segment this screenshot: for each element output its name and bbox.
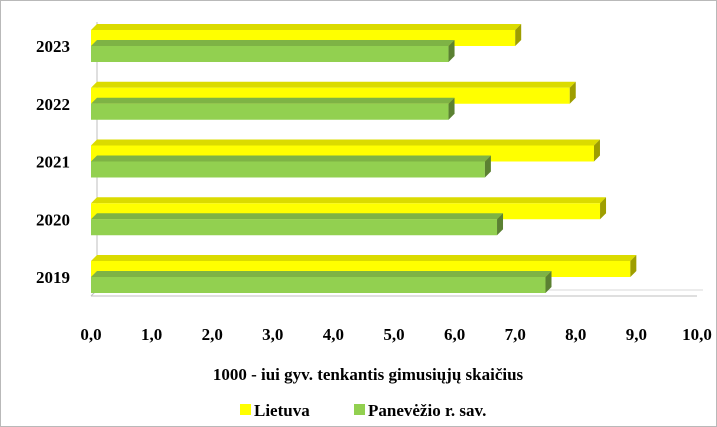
bar-panevezio-2022 [91, 98, 455, 120]
legend-label: Lietuva [254, 401, 310, 420]
x-tick-label: 4,0 [323, 325, 344, 344]
legend-swatch [354, 404, 365, 415]
bars-group [91, 24, 636, 293]
category-label-2021: 2021 [36, 153, 70, 172]
x-tick-label: 8,0 [565, 325, 586, 344]
bar-front-face [91, 219, 497, 235]
x-tick-label: 10,0 [682, 325, 712, 344]
bar-panevezio-2020 [91, 213, 503, 235]
bar-front-face [91, 104, 449, 120]
bar-top-face [91, 98, 455, 104]
x-tick-label: 3,0 [262, 325, 283, 344]
legend-label: Panevėžio r. sav. [368, 401, 486, 420]
bar-top-face [91, 82, 576, 88]
bar-front-face [91, 162, 485, 178]
x-tick-label: 6,0 [444, 325, 465, 344]
legend-item-panevezio: Panevėžio r. sav. [354, 401, 486, 420]
category-labels: 2019 2020 2021 2022 2023 [36, 37, 70, 287]
bar-panevezio-2023 [91, 40, 455, 62]
x-tick-label: 7,0 [505, 325, 526, 344]
category-label-2019: 2019 [36, 268, 70, 287]
bar-top-face [91, 40, 455, 46]
bar-top-face [91, 255, 636, 261]
bar-top-face [91, 140, 600, 146]
x-tick-label: 2,0 [202, 325, 223, 344]
x-tick-labels: 0,0 1,0 2,0 3,0 4,0 5,0 6,0 7,0 8,0 9,0 10,0 [80, 325, 712, 344]
x-axis-title: 1000 - iui gyv. tenkantis gimusiųjų skai… [213, 365, 524, 384]
bar-front-face [91, 46, 449, 62]
legend-item-lietuva: Lietuva [240, 401, 310, 420]
bar-top-face [91, 156, 491, 162]
category-label-2023: 2023 [36, 37, 70, 56]
x-tick-label: 1,0 [141, 325, 162, 344]
legend: Lietuva Panevėžio r. sav. [240, 401, 486, 420]
category-label-2020: 2020 [36, 210, 70, 229]
category-label-2022: 2022 [36, 95, 70, 114]
x-tick-label: 5,0 [383, 325, 404, 344]
bar-top-face [91, 197, 606, 203]
bar-panevezio-2019 [91, 271, 552, 293]
x-tick-label: 0,0 [80, 325, 101, 344]
bar-top-face [91, 213, 503, 219]
bar-top-face [91, 24, 521, 30]
x-tick-label: 9,0 [626, 325, 647, 344]
legend-swatch [240, 404, 251, 415]
bar-panevezio-2021 [91, 156, 491, 178]
bar-top-face [91, 271, 552, 277]
bar-front-face [91, 277, 546, 293]
